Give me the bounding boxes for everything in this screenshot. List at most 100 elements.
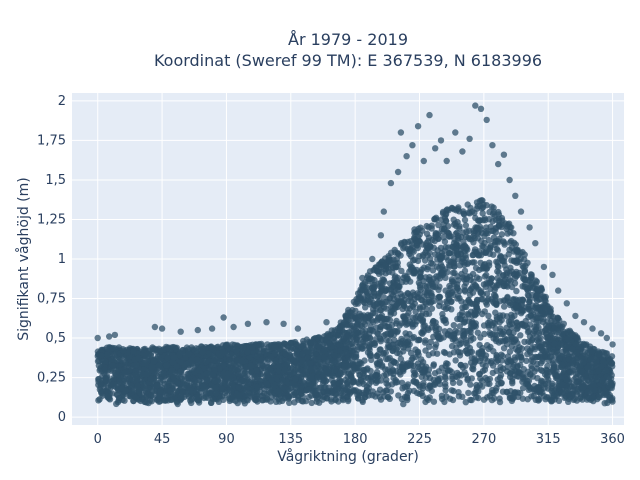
data-point — [537, 366, 544, 374]
data-point — [439, 310, 446, 318]
data-point — [394, 339, 402, 347]
data-point — [469, 365, 476, 372]
data-point — [148, 364, 156, 371]
data-point — [490, 204, 497, 211]
data-point — [436, 254, 444, 261]
data-point — [487, 285, 494, 293]
data-point — [473, 297, 481, 304]
data-point — [586, 343, 594, 350]
data-point — [428, 324, 436, 331]
data-point — [400, 400, 407, 408]
data-point — [417, 268, 424, 276]
data-point — [558, 381, 566, 388]
data-point — [121, 370, 128, 377]
data-point — [292, 375, 299, 382]
data-point — [482, 283, 489, 290]
data-point — [558, 340, 565, 347]
data-point — [474, 202, 481, 210]
data-point — [573, 349, 580, 356]
data-point — [238, 357, 246, 365]
data-point — [271, 350, 279, 357]
data-point — [498, 330, 505, 338]
data-point — [496, 395, 503, 402]
data-point — [579, 396, 586, 403]
data-point — [398, 379, 406, 386]
data-point — [506, 276, 513, 283]
data-point — [468, 396, 475, 404]
data-point — [377, 377, 385, 384]
data-point — [481, 239, 488, 247]
data-point — [99, 392, 106, 399]
data-point — [398, 293, 406, 300]
data-point — [448, 298, 455, 306]
data-point — [474, 329, 481, 336]
data-point — [463, 336, 470, 344]
data-point — [470, 278, 477, 285]
data-point — [193, 356, 200, 363]
data-point — [305, 349, 313, 357]
data-point — [461, 288, 469, 295]
data-point — [593, 358, 600, 365]
data-point — [479, 210, 486, 217]
data-point — [354, 298, 361, 305]
data-point — [483, 265, 491, 272]
data-point — [164, 345, 171, 352]
data-point — [524, 291, 532, 299]
data-point — [102, 387, 109, 395]
data-point — [254, 374, 261, 381]
data-point — [357, 286, 364, 293]
data-point — [477, 289, 484, 297]
data-point — [278, 355, 285, 363]
data-point — [382, 305, 390, 312]
data-point — [486, 329, 493, 337]
data-point — [395, 392, 402, 399]
data-point — [599, 355, 607, 362]
data-point — [562, 344, 569, 351]
data-point — [312, 351, 319, 358]
data-point — [414, 313, 422, 320]
data-point — [512, 345, 519, 353]
data-point — [281, 340, 288, 347]
data-point — [185, 350, 192, 357]
data-point — [302, 397, 310, 405]
data-point — [482, 299, 490, 306]
data-point — [430, 398, 438, 405]
data-point — [409, 354, 416, 362]
data-point — [446, 327, 453, 335]
data-point — [335, 380, 342, 387]
data-point — [380, 351, 387, 358]
data-point — [246, 353, 253, 361]
data-point — [298, 356, 305, 363]
data-point — [419, 241, 426, 248]
data-point — [382, 331, 389, 338]
data-point — [528, 271, 535, 279]
data-point — [524, 285, 532, 292]
data-point — [391, 274, 398, 282]
data-point — [419, 392, 426, 400]
data-point — [461, 216, 469, 224]
data-point — [592, 362, 600, 370]
data-point — [95, 362, 103, 369]
data-point — [479, 344, 486, 352]
data-point — [140, 359, 148, 367]
data-point — [498, 357, 505, 364]
data-point — [542, 298, 549, 305]
data-point — [419, 385, 427, 392]
data-point — [372, 372, 379, 379]
data-point — [559, 330, 566, 337]
data-point — [513, 302, 520, 309]
data-point — [426, 382, 434, 389]
data-point — [372, 377, 380, 384]
data-point — [398, 267, 405, 275]
data-point — [467, 381, 474, 388]
data-point — [516, 296, 523, 303]
data-point — [485, 312, 492, 319]
data-point — [368, 317, 376, 324]
data-point — [442, 319, 450, 327]
data-point — [273, 376, 280, 383]
data-point — [426, 249, 433, 257]
data-point — [456, 262, 464, 269]
data-point — [465, 311, 472, 318]
data-point — [300, 367, 307, 375]
data-point — [452, 357, 459, 364]
